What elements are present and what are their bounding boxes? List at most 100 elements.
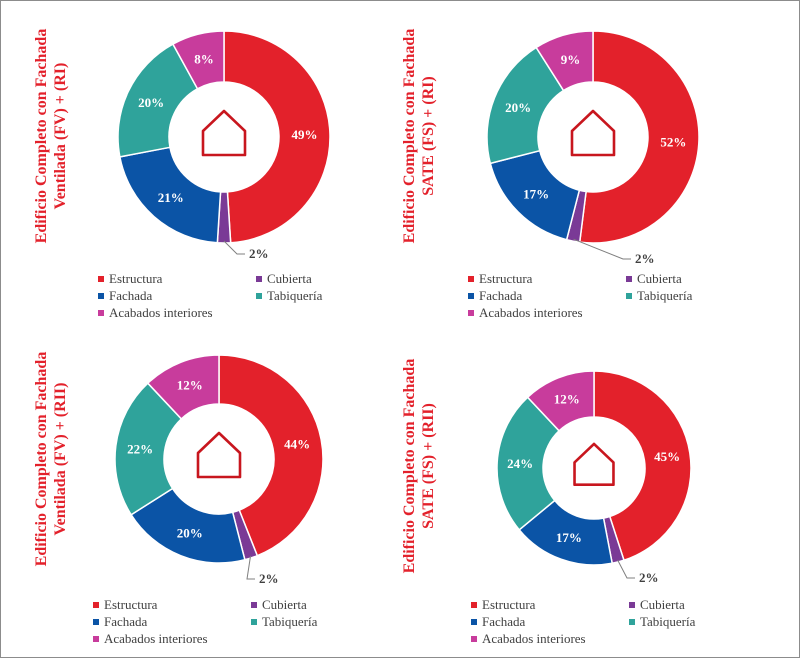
- data-label-cubierta: 2%: [249, 246, 269, 261]
- data-label-tabiqueria: 20%: [505, 100, 531, 115]
- legend-item-estructura: Estructura: [471, 597, 535, 613]
- donut-chart-1: 49% 2% 21% 20% 8%: [117, 30, 331, 261]
- data-label-acabados-interiores: 8%: [194, 52, 214, 67]
- legend-label: Estructura: [109, 271, 163, 286]
- legend-item-cubierta: Cubierta: [626, 271, 682, 287]
- legend-marker: [629, 619, 635, 626]
- legend-label: Fachada: [482, 614, 526, 629]
- data-label-acabados-interiores: 12%: [177, 378, 203, 393]
- chart-title-line: Ventilada (FV) + (RI): [52, 62, 69, 210]
- leader-line: [617, 559, 635, 579]
- legend-marker: [468, 276, 474, 283]
- leader-line: [246, 555, 255, 580]
- legend-label: Cubierta: [262, 597, 307, 612]
- data-label-estructura: 52%: [660, 135, 686, 150]
- slice-tabiqueria: [496, 396, 561, 531]
- legend-item-acabados-interiores: Acabados interiores: [98, 305, 213, 321]
- legend-label: Fachada: [104, 614, 148, 629]
- legend-item-estructura: Estructura: [93, 597, 157, 613]
- legend-label: Tabiquería: [640, 614, 696, 629]
- legend-marker: [251, 602, 257, 609]
- legend-item-tabiqueria: Tabiquería: [251, 614, 317, 630]
- slice-estructura: [593, 370, 692, 562]
- chart-title-line: SATE (FS) + (RII): [420, 403, 437, 529]
- chart-title-line: Ventilada (FV) + (RII): [52, 382, 69, 536]
- legend-marker: [471, 636, 477, 643]
- legend-label: Fachada: [479, 288, 523, 303]
- legend-item-acabados-interiores: Acabados interiores: [93, 631, 208, 647]
- legend-item-tabiqueria: Tabiquería: [626, 288, 692, 304]
- legend-item-tabiqueria: Tabiquería: [256, 288, 322, 304]
- legend-item-estructura: Estructura: [468, 271, 532, 287]
- legend-marker: [468, 310, 474, 317]
- legend-marker: [256, 293, 262, 300]
- legend-label: Cubierta: [637, 271, 682, 286]
- data-label-fachada: 17%: [523, 186, 549, 201]
- chart-title-line: Edificio Completo con Fachada: [401, 28, 418, 244]
- legend-label: Cubierta: [640, 597, 685, 612]
- data-label-estructura: 49%: [291, 127, 317, 142]
- slice-estructura: [218, 354, 324, 557]
- legend-item-fachada: Fachada: [471, 614, 525, 630]
- legend-label: Estructura: [479, 271, 533, 286]
- donut-chart-3: 44% 2% 20% 22% 12%: [114, 354, 324, 586]
- chart-title-line: SATE (FS) + (RI): [420, 76, 437, 196]
- legend-item-cubierta: Cubierta: [629, 597, 685, 613]
- slice-acabados-interiores: [535, 30, 594, 92]
- legend-label: Estructura: [482, 597, 536, 612]
- legend-marker: [251, 619, 257, 626]
- legend-marker: [629, 602, 635, 609]
- legend-label: Cubierta: [267, 271, 312, 286]
- legend-label: Acabados interiores: [482, 631, 586, 646]
- legend-marker: [93, 636, 99, 643]
- legend-label: Acabados interiores: [109, 305, 213, 320]
- slice-acabados-interiores: [526, 370, 595, 432]
- data-label-acabados-interiores: 9%: [561, 52, 581, 67]
- donut-chart-2: 52% 2% 17% 20% 9%: [486, 30, 700, 266]
- house-outline-icon: [573, 442, 615, 486]
- data-label-fachada: 21%: [158, 190, 184, 205]
- legend-label: Fachada: [109, 288, 153, 303]
- data-label-cubierta: 2%: [639, 570, 659, 585]
- legend-label: Acabados interiores: [479, 305, 583, 320]
- slice-fachada: [119, 146, 222, 244]
- house-outline-icon: [570, 109, 616, 157]
- legend-item-fachada: Fachada: [93, 614, 147, 630]
- legend-label: Estructura: [104, 597, 158, 612]
- legend-marker: [626, 293, 632, 300]
- slice-estructura: [223, 30, 331, 244]
- legend-item-cubierta: Cubierta: [251, 597, 307, 613]
- donut-chart-4: 45% 2% 17% 24% 12%: [496, 370, 692, 585]
- house-outline-icon: [196, 431, 242, 479]
- data-label-tabiqueria: 24%: [507, 456, 533, 471]
- legend-item-fachada: Fachada: [468, 288, 522, 304]
- house-outline-icon: [201, 109, 247, 157]
- legend-item-fachada: Fachada: [98, 288, 152, 304]
- data-label-estructura: 44%: [284, 437, 310, 452]
- slice-acabados-interiores: [171, 30, 225, 90]
- chart-title-line: Edificio Completo con Fachada: [33, 351, 50, 567]
- legend-label: Tabiquería: [262, 614, 318, 629]
- data-label-fachada: 20%: [177, 525, 203, 540]
- slice-acabados-interiores: [146, 354, 220, 420]
- legend-label: Tabiquería: [267, 288, 323, 303]
- leader-line: [573, 238, 631, 260]
- legend-marker: [471, 619, 477, 626]
- data-label-estructura: 45%: [654, 449, 680, 464]
- data-label-tabiqueria: 22%: [127, 442, 153, 457]
- leader-line: [223, 240, 245, 255]
- chart-title-line: Edificio Completo con Fachada: [401, 358, 418, 574]
- legend-item-cubierta: Cubierta: [256, 271, 312, 287]
- legend-marker: [98, 310, 104, 317]
- chart-title-line: Edificio Completo con Fachada: [33, 28, 50, 244]
- legend-item-tabiqueria: Tabiquería: [629, 614, 695, 630]
- legend-marker: [471, 602, 477, 609]
- legend-label: Tabiquería: [637, 288, 693, 303]
- legend-marker: [468, 293, 474, 300]
- data-label-cubierta: 2%: [635, 251, 655, 266]
- legend-item-estructura: Estructura: [98, 271, 162, 287]
- data-label-acabados-interiores: 12%: [554, 392, 580, 407]
- data-label-cubierta: 2%: [259, 571, 279, 586]
